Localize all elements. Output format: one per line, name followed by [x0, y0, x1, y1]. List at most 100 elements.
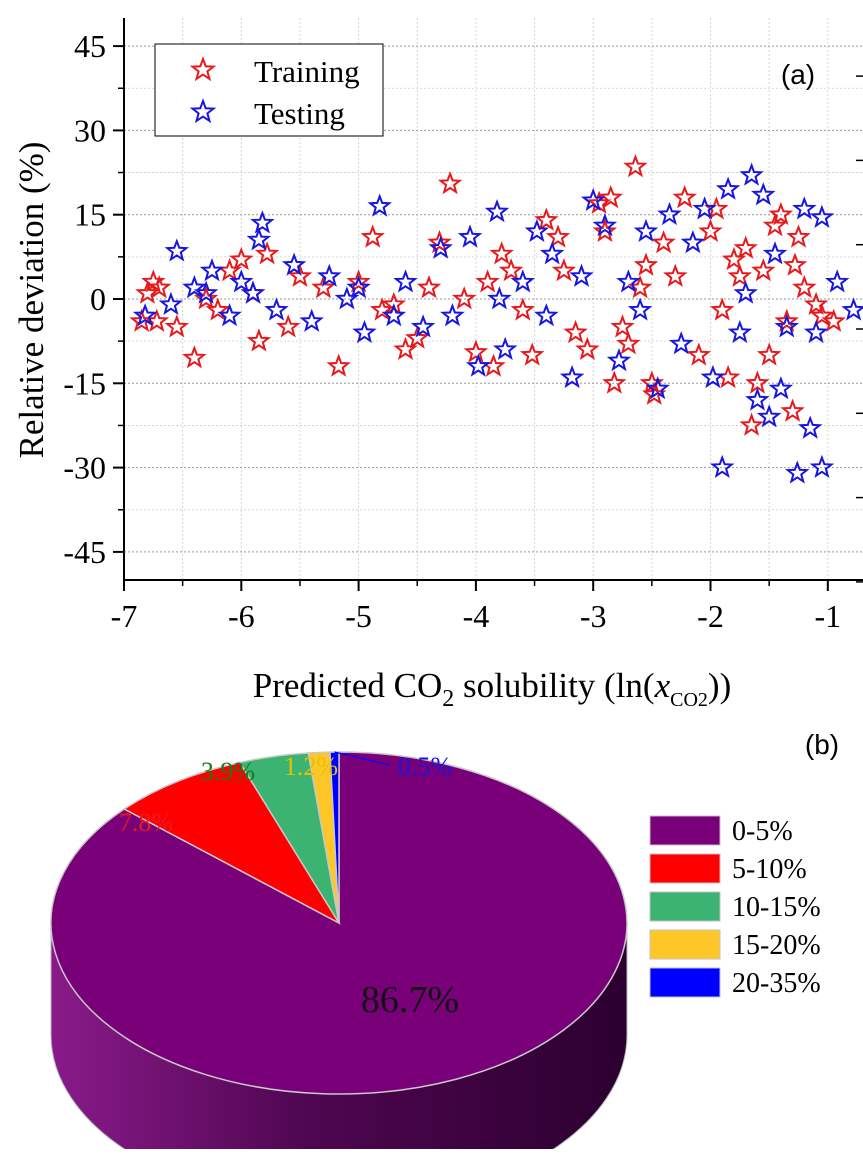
testing-point: [733, 280, 758, 304]
training-point: [489, 241, 514, 265]
testing-point: [193, 280, 219, 304]
training-point: [360, 224, 385, 248]
training-point: [534, 207, 559, 231]
pie-value-label: 1.2%: [284, 752, 338, 781]
testing-point: [715, 176, 741, 200]
testing-point: [410, 314, 436, 338]
y-tick-label: 15: [74, 197, 106, 233]
testing-point: [727, 319, 753, 344]
testing-point: [633, 218, 659, 243]
testing-point: [246, 227, 272, 251]
testing-point: [785, 460, 810, 484]
testing-point: [559, 364, 585, 389]
legend-label: Testing: [254, 96, 345, 131]
training-point: [610, 314, 635, 338]
training-point: [129, 308, 154, 332]
scatter-points: [129, 154, 863, 484]
testing-point: [774, 314, 800, 338]
testing-point: [250, 210, 275, 234]
y-tick-label: 45: [74, 28, 106, 64]
testing-point: [809, 204, 835, 228]
y-tick-label: 0: [90, 281, 106, 317]
training-point: [598, 184, 624, 209]
training-point: [782, 252, 808, 276]
training-point: [616, 331, 641, 355]
testing-point: [824, 269, 850, 293]
training-point: [686, 342, 712, 366]
testing-point: [484, 199, 510, 223]
testing-point: [182, 274, 207, 299]
training-point: [756, 342, 782, 366]
y-tick-label: -15: [63, 365, 106, 401]
training-point: [672, 184, 697, 209]
training-point: [437, 170, 463, 195]
training-point: [709, 297, 735, 321]
testing-point: [299, 308, 324, 332]
training-point: [498, 258, 524, 282]
pie-value-label: 3.9%: [201, 757, 255, 786]
testing-point: [264, 297, 289, 321]
testing-point: [465, 353, 491, 377]
x-tick-label: -3: [580, 598, 607, 634]
x-tick-label: -5: [345, 598, 372, 634]
testing-point: [492, 336, 518, 361]
training-point: [721, 246, 747, 271]
testing-point: [616, 269, 641, 293]
legend-swatch: [649, 967, 721, 998]
training-point: [623, 154, 648, 178]
testing-point: [440, 303, 465, 327]
training-point: [768, 201, 794, 226]
training-point: [346, 269, 371, 293]
training-point: [326, 353, 351, 377]
training-point: [146, 274, 172, 299]
legend-swatch: [649, 891, 721, 922]
training-point: [663, 263, 688, 287]
testing-point: [751, 182, 776, 206]
training-point: [592, 218, 618, 243]
testing-point: [510, 269, 536, 293]
testing-point: [668, 331, 694, 355]
testing-point: [756, 404, 782, 428]
testing-point: [317, 263, 342, 287]
testing-point: [580, 187, 606, 212]
testing-point: [645, 376, 670, 400]
legend-box: [154, 43, 384, 137]
training-point: [287, 263, 313, 287]
x-tick-label: -7: [111, 598, 138, 634]
y-tick-label: -30: [63, 450, 106, 486]
testing-point: [539, 241, 565, 265]
training-point: [463, 339, 489, 363]
testing-point: [229, 269, 254, 293]
training-point: [803, 291, 829, 316]
training-point: [786, 224, 811, 248]
testing-point: [700, 364, 726, 389]
x-axis-label-var-sub: CO2: [670, 689, 708, 711]
testing-point: [217, 303, 242, 327]
legend-label: Training: [254, 54, 360, 89]
testing-point: [457, 224, 483, 248]
training-point: [205, 297, 231, 321]
testing-point: [381, 303, 407, 327]
testing-point: [352, 319, 377, 344]
x-tick-label: -1: [814, 598, 841, 634]
testing-point: [803, 319, 829, 344]
training-point: [481, 353, 506, 377]
panel-label-b: (b): [805, 729, 839, 760]
testing-point: [606, 347, 632, 372]
pie-value-label: 0.5%: [398, 752, 452, 781]
legend-swatch: [649, 853, 721, 884]
training-point: [563, 319, 588, 344]
y-axis-label: Relative deviation (%): [12, 142, 51, 459]
testing-point: [762, 241, 788, 265]
legend-swatch: [649, 929, 721, 960]
testing-point: [428, 235, 453, 259]
x-tick-label: -6: [228, 598, 255, 634]
pie-value-label: 7.8%: [119, 808, 173, 837]
training-point: [733, 235, 758, 259]
scatter-axes: -7 -6 -5 -4 -3 -2 -1 45 30 15 0 -15 -30 -45: [63, 18, 863, 634]
testing-point: [487, 286, 512, 310]
training-point: [416, 274, 442, 299]
testing-point: [158, 291, 184, 316]
testing-point: [739, 162, 764, 186]
